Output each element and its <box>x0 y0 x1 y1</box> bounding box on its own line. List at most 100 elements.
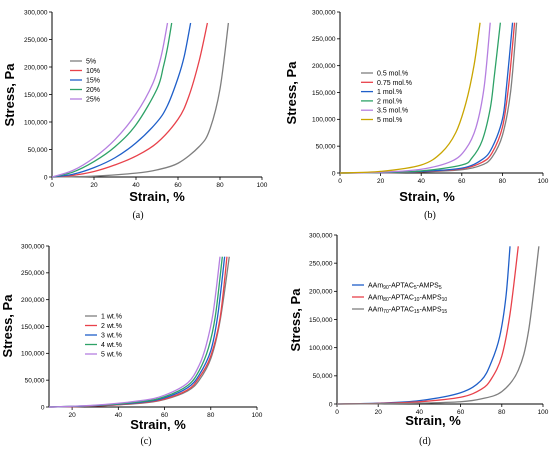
series-line-1 <box>48 256 230 408</box>
y-tick-label: 50,000 <box>313 373 333 380</box>
panel-label: (a) <box>132 210 143 221</box>
y-tick-label: 200,000 <box>309 289 333 296</box>
y-tick-label: 50,000 <box>28 147 48 154</box>
panel-label: (d) <box>419 436 431 447</box>
y-tick-label: 250,000 <box>24 37 48 44</box>
chart-panel-c: 0 50,000 100,000 150,000 200,000 250,000 300,0… <box>0 243 263 447</box>
x-tick-label: 100 <box>538 178 549 185</box>
chart-panel-b: 0 50,000 100,000 150,000 200,000 250,000 300,0… <box>284 9 549 221</box>
legend-entry: 5% <box>86 59 96 66</box>
y-tick-label: 100,000 <box>24 119 48 126</box>
x-tick-label: 0 <box>338 178 342 185</box>
legend-entry: 2 wt.% <box>101 323 122 330</box>
x-tick-label: 0 <box>50 182 54 189</box>
y-tick-label: 250,000 <box>312 36 336 43</box>
series-line-5 <box>339 22 491 174</box>
x-tick-label: 80 <box>216 182 224 189</box>
x-tick-label: 20 <box>377 178 385 185</box>
series-line-4 <box>51 22 173 178</box>
y-tick-label: 0 <box>41 404 45 411</box>
y-tick-label: 300,000 <box>309 232 333 239</box>
series-line-5 <box>48 256 221 408</box>
x-tick-label: 40 <box>132 182 140 189</box>
x-tick-label: 60 <box>174 182 182 189</box>
y-tick-label: 150,000 <box>21 324 45 331</box>
y-tick-label: 200,000 <box>24 64 48 71</box>
x-tick-label: 20 <box>90 182 98 189</box>
panel-label: (c) <box>140 436 151 447</box>
x-tick-label: 80 <box>207 412 215 419</box>
x-axis-title: Strain, % <box>130 417 186 432</box>
legend-entry: 25% <box>86 97 100 104</box>
x-tick-label: 60 <box>161 412 169 419</box>
legend-entry: 0.5 mol.% <box>377 71 408 78</box>
x-tick-label: 80 <box>499 178 507 185</box>
y-tick-label: 200,000 <box>21 297 45 304</box>
y-tick-label: 100,000 <box>309 345 333 352</box>
y-axis-title: Stress, Pa <box>0 294 15 358</box>
legend-entry: 4 wt.% <box>101 342 122 349</box>
series-line-3 <box>339 22 514 174</box>
series-line-2 <box>336 246 519 405</box>
legend-entry: 3.5 mol.% <box>377 108 408 115</box>
y-tick-label: 100,000 <box>312 117 336 124</box>
legend-entry: 15% <box>86 78 100 85</box>
legend-entry: 2 mol.% <box>377 98 402 105</box>
series-line-1 <box>51 22 230 178</box>
legend-entry: 10% <box>86 68 100 75</box>
series-line-3 <box>336 246 540 405</box>
x-tick-label: 20 <box>68 412 76 419</box>
y-axis-title: Stress, Pa <box>284 61 299 125</box>
legend-entry: 20% <box>86 87 100 94</box>
y-tick-label: 150,000 <box>24 92 48 99</box>
x-tick-label: 20 <box>375 409 383 416</box>
x-tick-label: 40 <box>416 409 424 416</box>
series-line-6 <box>339 22 481 174</box>
x-tick-label: 60 <box>457 409 465 416</box>
x-tick-label: 100 <box>257 182 268 189</box>
x-axis-title: Strain, % <box>399 189 455 204</box>
x-tick-label: 0 <box>335 409 339 416</box>
legend-entry: 1 mol.% <box>377 89 402 96</box>
y-tick-label: 150,000 <box>309 317 333 324</box>
x-tick-label: 100 <box>538 409 549 416</box>
y-axis-title: Stress, Pa <box>2 63 17 127</box>
y-tick-label: 250,000 <box>309 260 333 267</box>
legend-entry: AAm70-APTAC15-AMPS15 <box>368 307 447 316</box>
y-tick-label: 250,000 <box>21 270 45 277</box>
chart-panel-a: 0 50,000 100,000 150,000 200,000 250,000 300,0… <box>2 9 268 221</box>
y-tick-label: 100,000 <box>21 351 45 358</box>
legend-entry: 3 wt.% <box>101 333 122 340</box>
legend-entry: AAm80-APTAC10-AMPS10 <box>368 295 447 304</box>
y-tick-label: 200,000 <box>312 63 336 70</box>
y-axis-title: Stress, Pa <box>288 288 303 352</box>
y-tick-label: 300,000 <box>24 9 48 16</box>
legend-entry: AAm90-APTAC5-AMPS5 <box>368 283 442 292</box>
y-tick-label: 150,000 <box>312 90 336 97</box>
series-line-2 <box>48 256 228 408</box>
series-line-1 <box>336 246 511 405</box>
y-tick-label: 50,000 <box>316 143 336 150</box>
legend-entry: 0.75 mol.% <box>377 80 412 87</box>
x-tick-label: 80 <box>498 409 506 416</box>
legend-entry: 5 wt.% <box>101 352 122 359</box>
panel-label: (b) <box>424 210 436 221</box>
series-line-3 <box>48 256 226 408</box>
series-line-4 <box>339 22 502 174</box>
y-tick-label: 300,000 <box>21 243 45 250</box>
y-tick-label: 0 <box>332 170 336 177</box>
y-tick-label: 50,000 <box>25 377 45 384</box>
legend-entry: 1 wt.% <box>101 314 122 321</box>
x-tick-label: 40 <box>115 412 123 419</box>
y-tick-label: 300,000 <box>312 9 336 16</box>
series-line-2 <box>51 22 209 178</box>
series-line-5 <box>51 22 169 178</box>
x-tick-label: 40 <box>418 178 426 185</box>
chart-panel-d: 0 50,000 100,000 150,000 200,000 250,000 300,0… <box>288 232 549 447</box>
x-tick-label: 100 <box>252 412 263 419</box>
legend-entry: 5 mol.% <box>377 117 402 124</box>
series-line-3 <box>51 22 192 178</box>
x-tick-label: 60 <box>458 178 466 185</box>
